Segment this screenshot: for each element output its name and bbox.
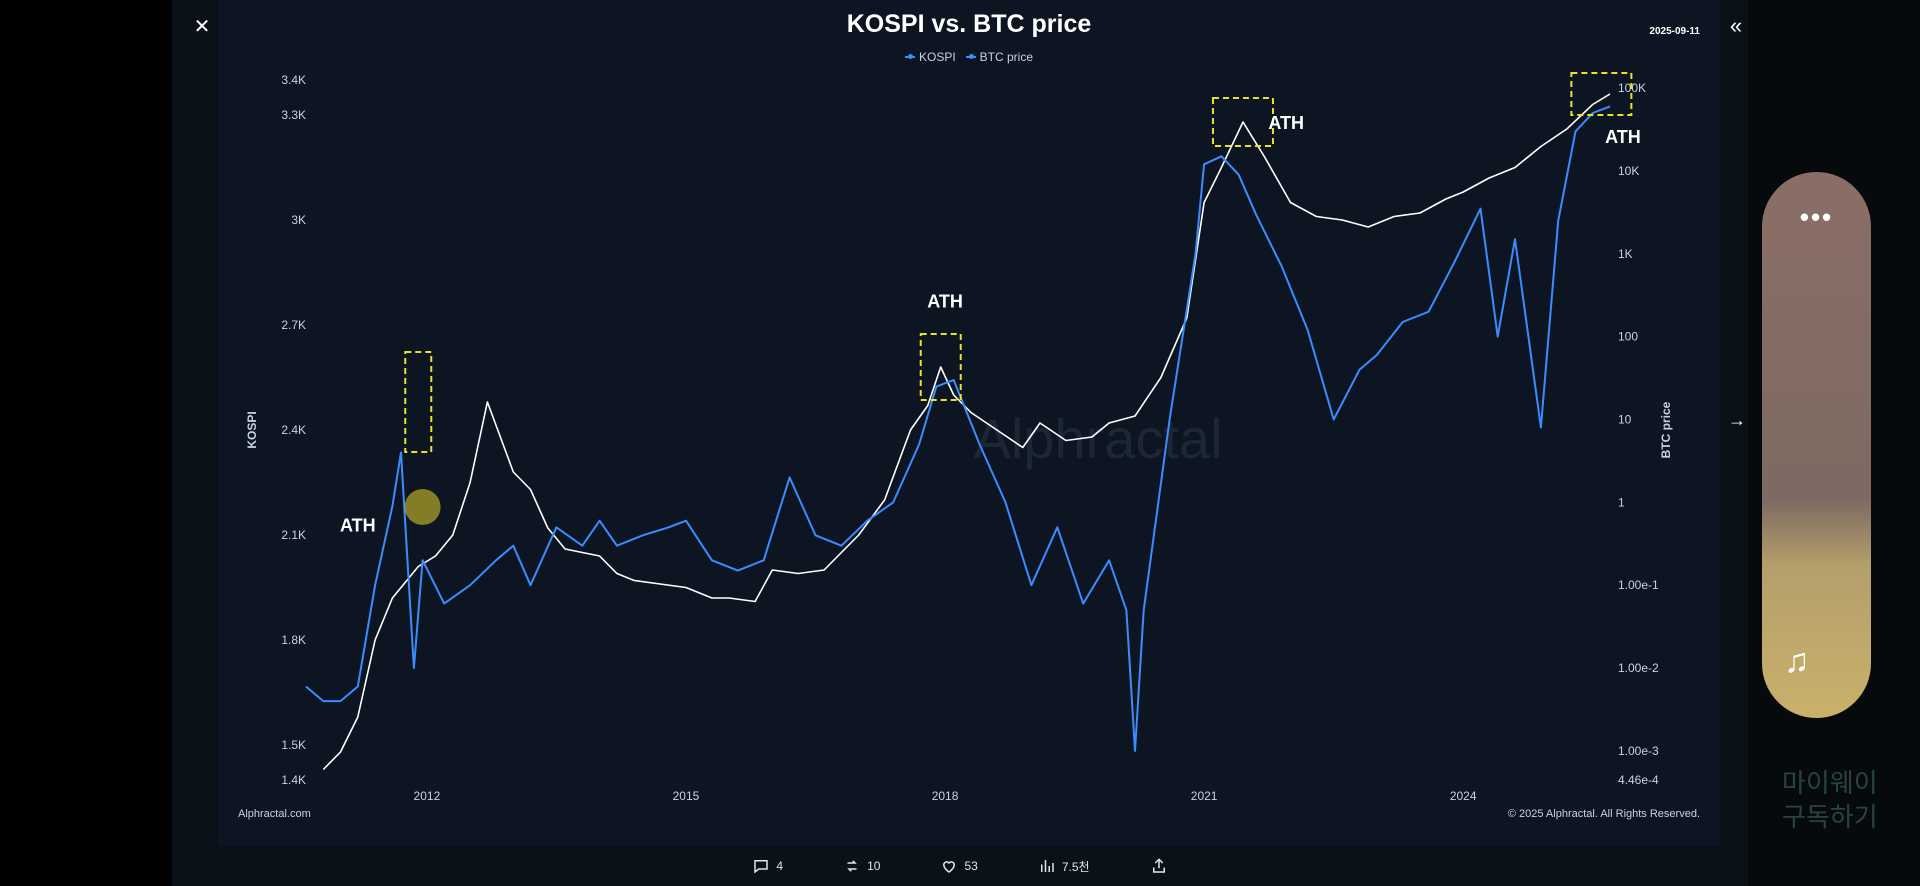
double-chevron-left-icon[interactable]: « <box>1729 13 1743 38</box>
chart-date: 2025-09-11 <box>1649 26 1700 37</box>
chart-copyright: © 2025 Alphractal. All Rights Reserved. <box>1507 808 1700 820</box>
chart-image: Alphractal 2012 2015 2018 2021 2024 1.4K 1.5K 1.… <box>218 0 1720 846</box>
x-tick-label: 2015 <box>673 789 700 803</box>
y-axis-title-right: BTC price <box>1659 401 1673 458</box>
ath-annotation: ATH <box>340 516 376 536</box>
y-left-tick-label: 2.1K <box>281 528 306 542</box>
chart-svg: Alphractal 2012 2015 2018 2021 2024 1.4K 1.5K 1.… <box>245 72 1673 803</box>
watermark: Alphractal <box>973 407 1222 470</box>
more-dots-icon[interactable]: ••• <box>1799 202 1834 232</box>
y-left-tick-label: 3K <box>291 213 306 227</box>
legend-item-kospi: KOSPI <box>904 50 956 64</box>
y-left-tick-label: 1.5K <box>281 738 306 752</box>
y-left-tick-label: 1.4K <box>281 773 306 787</box>
like-count: 53 <box>964 859 978 873</box>
cursor-highlight <box>404 489 441 525</box>
y-right-tick-label: 10K <box>1618 164 1639 178</box>
views-count: 7.5천 <box>1061 859 1090 874</box>
arrow-right-icon[interactable]: → <box>1728 409 1746 430</box>
left-gutter <box>0 0 172 886</box>
chart-title: KOSPI vs. BTC price <box>846 10 1092 38</box>
y-right-tick-label: 1.00e-1 <box>1618 578 1659 592</box>
y-left-tick-label: 1.8K <box>281 633 306 647</box>
reply-button[interactable]: 4 <box>752 857 783 875</box>
repost-count: 10 <box>867 859 881 873</box>
share-button[interactable] <box>1150 857 1168 875</box>
close-icon[interactable]: ✕ <box>193 15 211 38</box>
y-left-tick-label: 2.4K <box>281 423 306 437</box>
floating-media-control: ••• ♫ <box>1762 172 1871 718</box>
highlight-box <box>919 333 962 401</box>
bar-chart-icon <box>1040 860 1054 872</box>
highlight-box <box>1211 97 1274 147</box>
highlight-box <box>404 351 433 453</box>
y-axis-title-left: KOSPI <box>245 411 259 448</box>
x-tick-label: 2018 <box>932 789 959 803</box>
post-action-bar: 4 10 53 7.5천 <box>172 846 1748 886</box>
ath-annotation: ATH <box>1605 127 1641 147</box>
x-tick-label: 2012 <box>414 789 441 803</box>
y-right-tick-label: 1K <box>1618 247 1633 261</box>
y-right-tick-label: 1.00e-2 <box>1618 661 1659 675</box>
repost-button[interactable]: 10 <box>843 857 880 875</box>
y-right-tick-label: 1 <box>1618 495 1625 509</box>
legend-item-btc: BTC price <box>965 50 1033 64</box>
repost-icon <box>847 860 857 872</box>
like-button[interactable]: 53 <box>940 857 978 875</box>
y-right-tick-label: 1.00e-3 <box>1618 744 1659 758</box>
series-line-btc <box>305 105 1611 752</box>
y-right-tick-label: 100 <box>1618 330 1638 344</box>
views-button[interactable]: 7.5천 <box>1038 857 1090 875</box>
x-tick-label: 2024 <box>1450 789 1477 803</box>
highlight-box <box>1570 72 1633 116</box>
share-icon <box>1152 858 1165 873</box>
y-left-tick-label: 2.7K <box>281 318 306 332</box>
chart-legend: KOSPI BTC price <box>218 50 1720 64</box>
y-right-tick-label: 4.46e-4 <box>1618 773 1659 787</box>
heart-icon <box>943 861 956 873</box>
ath-annotation: ATH <box>927 292 963 312</box>
music-note-icon[interactable]: ♫ <box>1784 642 1810 680</box>
reply-count: 4 <box>776 859 784 873</box>
y-left-tick-label: 3.4K <box>281 73 306 87</box>
ath-annotation: ATH <box>1268 113 1304 133</box>
chart-source: Alphractal.com <box>238 808 311 820</box>
comment-icon <box>754 860 769 874</box>
y-left-tick-label: 3.3K <box>281 108 306 122</box>
series-line-kospi <box>322 93 1611 771</box>
y-right-tick-label: 10 <box>1618 412 1632 426</box>
x-tick-label: 2021 <box>1191 789 1218 803</box>
subscribe-overlay-text: 마이웨이 구독하기 <box>1782 768 1878 832</box>
